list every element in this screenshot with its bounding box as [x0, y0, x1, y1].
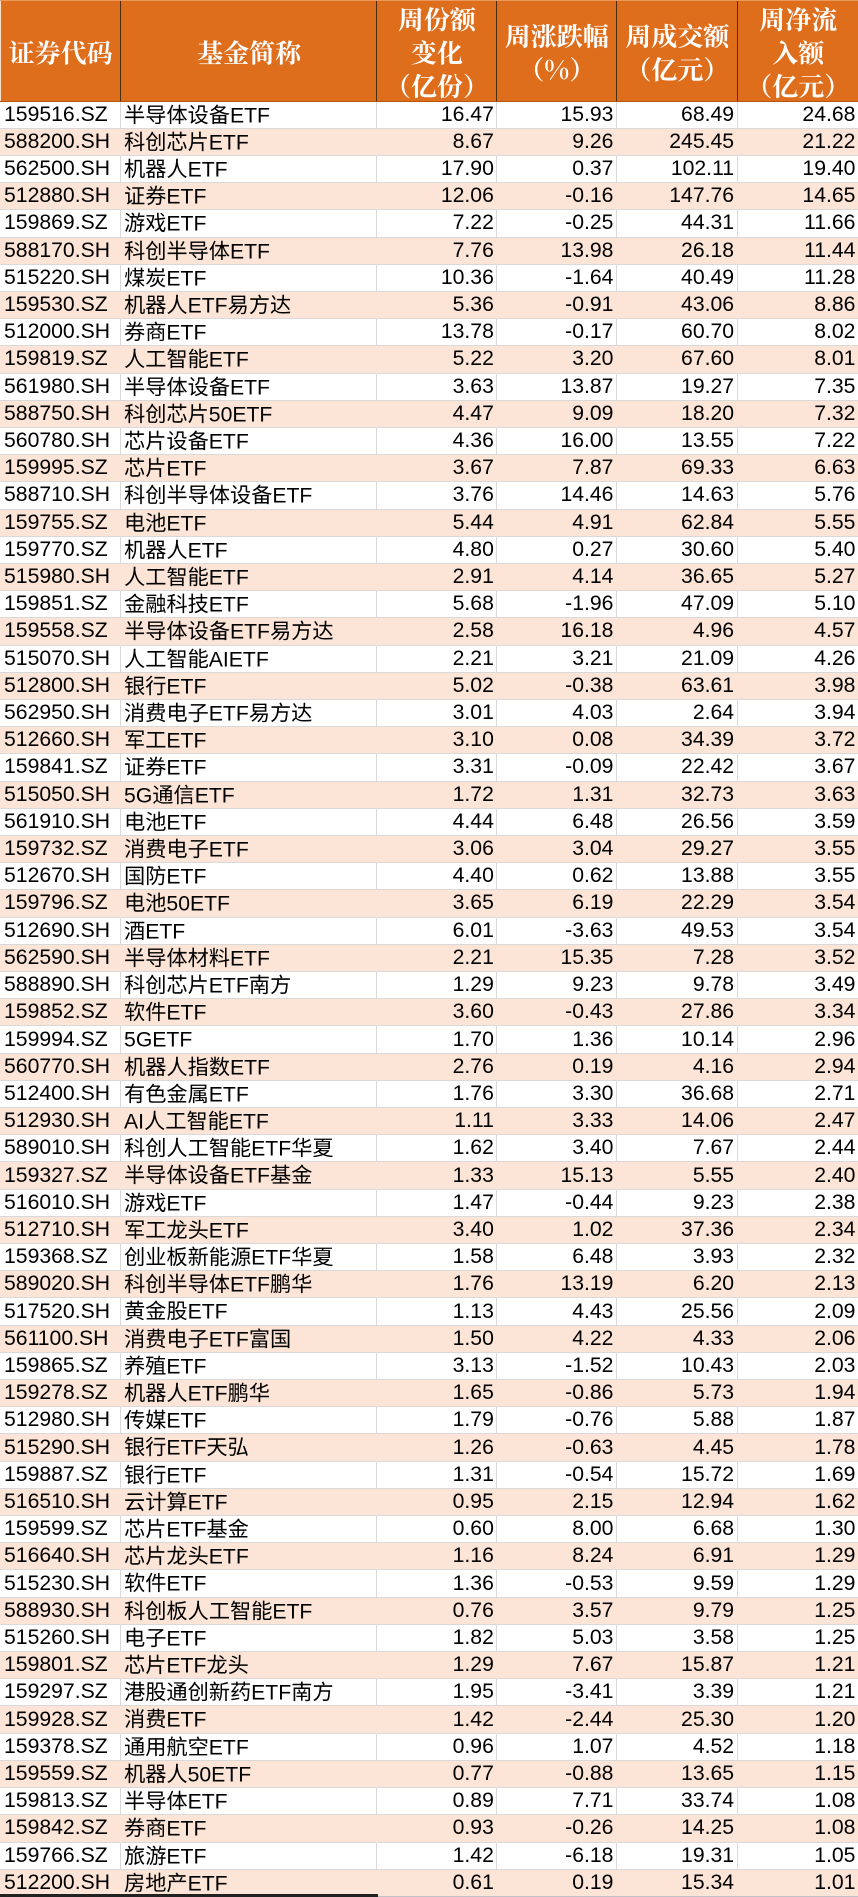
svg-text:ETF: ETF [167, 512, 207, 535]
svg-text:ETF: ETF [230, 1165, 270, 1188]
svg-text:50ETF: 50ETF [167, 893, 231, 916]
svg-text:ETF: ETF [209, 131, 249, 154]
svg-text:ETF: ETF [230, 376, 270, 399]
svg-text:ETF: ETF [167, 1437, 207, 1460]
svg-text:ETF: ETF [209, 1219, 249, 1242]
svg-text:ETF: ETF [167, 1355, 207, 1378]
svg-text:ETF: ETF [167, 1464, 207, 1487]
svg-text:ETF: ETF [251, 1682, 291, 1705]
svg-text:ETF: ETF [167, 1519, 207, 1542]
svg-text:ETF: ETF [209, 430, 249, 453]
svg-text:ETF: ETF [167, 730, 207, 753]
svg-text:ETF: ETF [209, 838, 249, 861]
svg-text:ETF: ETF [209, 349, 249, 372]
svg-text:ETF: ETF [188, 539, 228, 562]
svg-text:ETF: ETF [229, 1110, 269, 1133]
svg-text:ETF: ETF [188, 1872, 228, 1895]
svg-text:ETF: ETF [209, 1083, 249, 1106]
svg-text:50ETF: 50ETF [209, 403, 273, 426]
svg-text:ETF: ETF [167, 267, 207, 290]
svg-text:ETF: ETF [167, 1573, 207, 1596]
svg-text:ETF: ETF [230, 1056, 270, 1079]
svg-text:ETF: ETF [167, 1627, 207, 1650]
svg-text:ETF: ETF [167, 811, 207, 834]
svg-text:ETF: ETF [167, 1002, 207, 1025]
svg-text:5G: 5G [124, 784, 152, 807]
svg-text:ETF: ETF [188, 158, 228, 181]
svg-text:ETF: ETF [188, 1301, 228, 1324]
svg-text:5GETF: 5GETF [124, 1029, 192, 1052]
svg-text:ETF: ETF [230, 621, 270, 644]
svg-text:ETF: ETF [167, 1655, 207, 1678]
svg-text:ETF: ETF [188, 1382, 228, 1405]
svg-text:ETF: ETF [167, 1410, 207, 1433]
svg-text:ETF: ETF [188, 1491, 228, 1514]
svg-text:ETF: ETF [209, 702, 249, 725]
svg-text:ETF: ETF [209, 1546, 249, 1569]
svg-text:ETF: ETF [273, 1600, 313, 1623]
svg-text:ETF: ETF [209, 594, 249, 617]
svg-text:ETF: ETF [167, 1192, 207, 1215]
svg-text:ETF: ETF [167, 866, 207, 889]
svg-text:ETF: ETF [167, 186, 207, 209]
svg-text:ETF: ETF [209, 974, 249, 997]
svg-text:ETF: ETF [167, 1818, 207, 1841]
svg-text:ETF: ETF [167, 675, 207, 698]
svg-text:ETF: ETF [195, 784, 235, 807]
svg-text:ETF: ETF [167, 213, 207, 236]
svg-text:ETF: ETF [146, 920, 186, 943]
svg-text:ETF: ETF [167, 458, 207, 481]
svg-text:ETF: ETF [251, 1246, 291, 1269]
svg-text:AI: AI [124, 1110, 144, 1133]
svg-text:ETF: ETF [167, 1845, 207, 1868]
svg-text:ETF: ETF [209, 1328, 249, 1351]
svg-text:ETF: ETF [251, 1138, 291, 1161]
svg-text:ETF: ETF [209, 566, 249, 589]
svg-text:ETF: ETF [167, 322, 207, 345]
svg-text:50ETF: 50ETF [188, 1763, 252, 1786]
svg-text:ETF: ETF [188, 294, 228, 317]
svg-text:ETF: ETF [209, 1736, 249, 1759]
svg-text:ETF: ETF [230, 947, 270, 970]
svg-text:ETF: ETF [167, 1709, 207, 1732]
svg-text:ETF: ETF [230, 104, 270, 127]
svg-text:ETF: ETF [273, 485, 313, 508]
svg-text:ETF: ETF [230, 1274, 270, 1297]
svg-text:AIETF: AIETF [209, 648, 269, 671]
svg-text:ETF: ETF [230, 240, 270, 263]
svg-text:ETF: ETF [167, 757, 207, 780]
svg-text:ETF: ETF [188, 1791, 228, 1814]
